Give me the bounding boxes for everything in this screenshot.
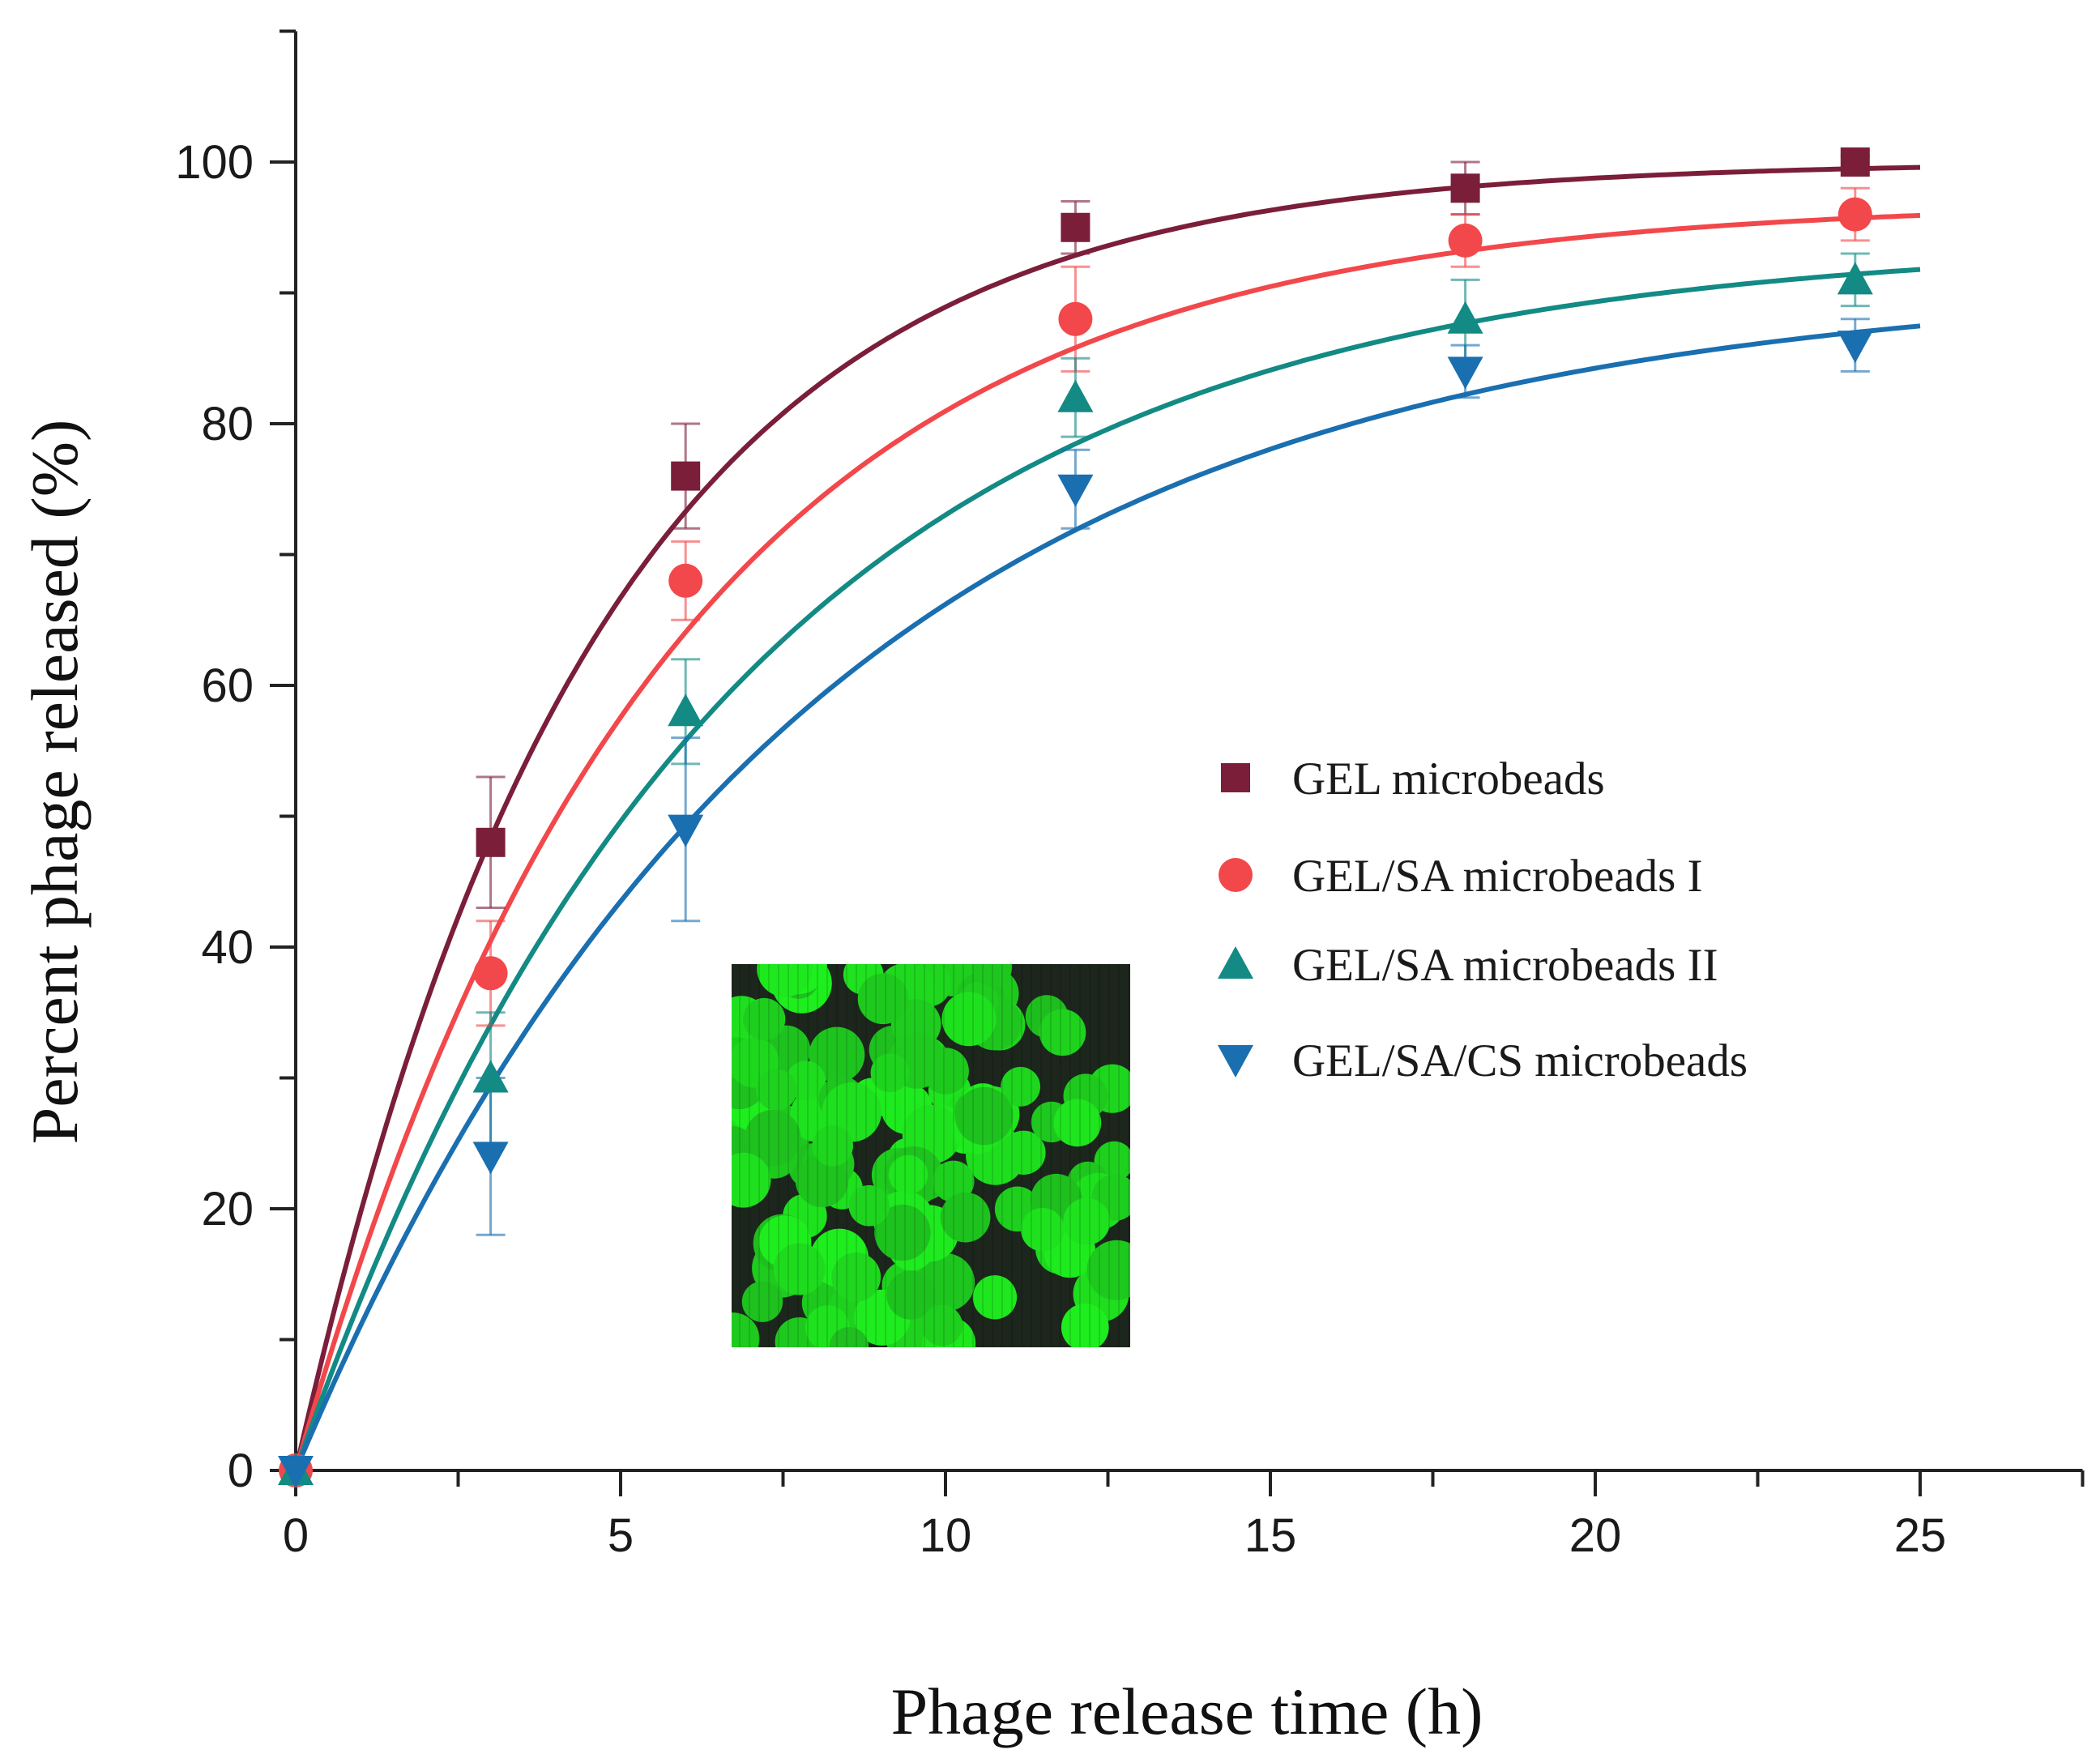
axes: 0 5 10 15 20 25 0 20 40 60 80 100 (175, 29, 2085, 1562)
x-tick-label: 25 (1894, 1509, 1947, 1562)
data-point (1447, 356, 1483, 390)
x-tick-label: 15 (1244, 1509, 1297, 1562)
legend-label: GEL/SA/CS microbeads (1292, 1035, 1748, 1086)
x-tick-label: 5 (608, 1509, 634, 1562)
legend-label: GEL microbeads (1292, 753, 1605, 804)
data-point (668, 563, 703, 598)
x-tick-label: 10 (920, 1509, 972, 1562)
y-tick-label: 40 (201, 921, 254, 974)
data-point (1837, 262, 1873, 295)
fit-curve (293, 212, 1921, 1471)
data-point (278, 1456, 314, 1488)
data-point (1447, 301, 1483, 334)
y-tick-label: 0 (228, 1445, 254, 1497)
legend-marker (1218, 1045, 1253, 1078)
data-point (476, 827, 506, 857)
data-point (1057, 379, 1094, 412)
data-point (1837, 331, 1873, 364)
data-point (1057, 474, 1094, 507)
data-point (671, 461, 701, 491)
data-point (1448, 223, 1483, 258)
data-point (668, 814, 704, 847)
legend-marker (1218, 946, 1253, 979)
data-point (1061, 212, 1091, 242)
inset-scanlines (732, 964, 1130, 1347)
legend-marker (1219, 858, 1253, 892)
y-tick-label: 20 (201, 1183, 254, 1235)
legend-label: GEL/SA microbeads I (1292, 851, 1703, 902)
legend: GEL microbeads GEL/SA microbeads I GEL/SA … (1218, 753, 1748, 1086)
data-point (472, 1142, 509, 1175)
x-axis-title: Phage release time (h) (891, 1675, 1483, 1748)
legend-marker (1221, 763, 1250, 792)
x-tick-label: 0 (283, 1509, 309, 1562)
data-point (668, 693, 704, 727)
x-tick-label: 20 (1569, 1509, 1622, 1562)
data-point (473, 956, 508, 991)
y-axis-title: Percent phage released (%) (18, 420, 92, 1145)
data-point (1450, 173, 1480, 203)
data-markers (278, 147, 1873, 1488)
microscopy-inset-image (732, 964, 1130, 1347)
data-point (1838, 197, 1872, 232)
y-tick-label: 80 (201, 398, 254, 450)
data-point (472, 1060, 509, 1093)
fit-curve (293, 323, 1921, 1472)
fit-curve (293, 164, 1921, 1471)
fit-curve (293, 267, 1921, 1472)
y-tick-label: 100 (175, 136, 254, 189)
data-point (1840, 147, 1870, 177)
legend-label: GEL/SA microbeads II (1292, 940, 1718, 991)
y-tick-label: 60 (201, 659, 254, 712)
data-point (1058, 301, 1093, 336)
fit-curves (293, 164, 1921, 1472)
